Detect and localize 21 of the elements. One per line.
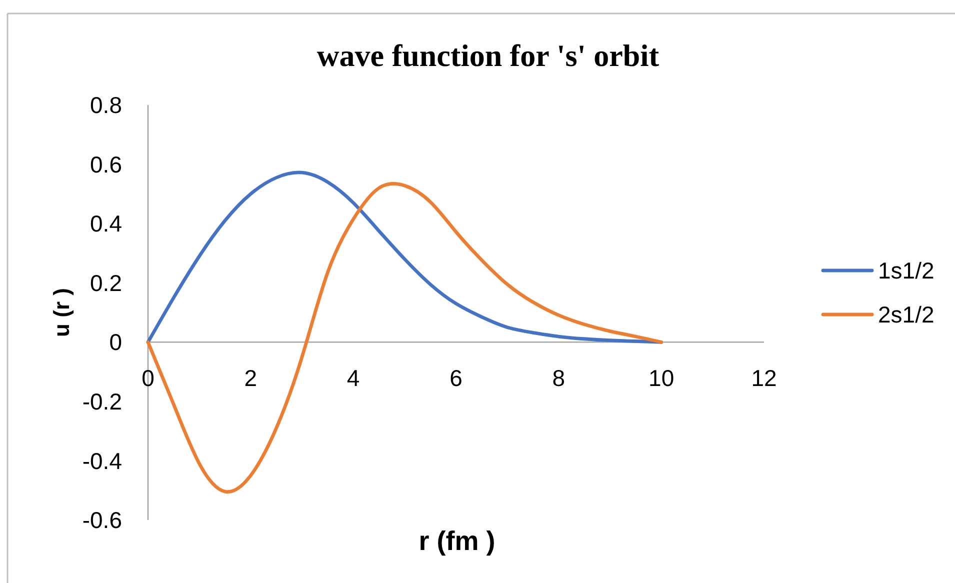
y-tick-label: 0.8 <box>90 92 122 118</box>
y-tick-label: -0.4 <box>82 448 122 474</box>
y-tick-label: 0 <box>109 329 122 356</box>
x-tick-label: 4 <box>346 365 360 392</box>
x-tick-label: 10 <box>648 365 674 392</box>
x-tick-label: 6 <box>450 365 462 392</box>
chart-title: wave function for 's' orbit <box>316 38 660 73</box>
y-tick-label: 0.2 <box>90 270 122 296</box>
legend-label: 1s1/2 <box>878 258 934 284</box>
x-tick-label: 8 <box>552 365 566 392</box>
y-tick-label: 0.4 <box>90 210 122 237</box>
x-tick-label: 0 <box>142 365 154 392</box>
y-axis-title: u (r ) <box>49 288 74 337</box>
y-tick-label: 0.6 <box>90 151 122 178</box>
y-tick-label: -0.6 <box>82 507 122 534</box>
legend-label: 2s1/2 <box>878 302 934 328</box>
x-tick-label: 2 <box>244 365 258 392</box>
x-axis-title: r (fm ) <box>418 526 496 556</box>
y-tick-label: -0.2 <box>82 388 122 414</box>
x-tick-label: 12 <box>751 365 777 392</box>
line-series <box>146 170 664 344</box>
